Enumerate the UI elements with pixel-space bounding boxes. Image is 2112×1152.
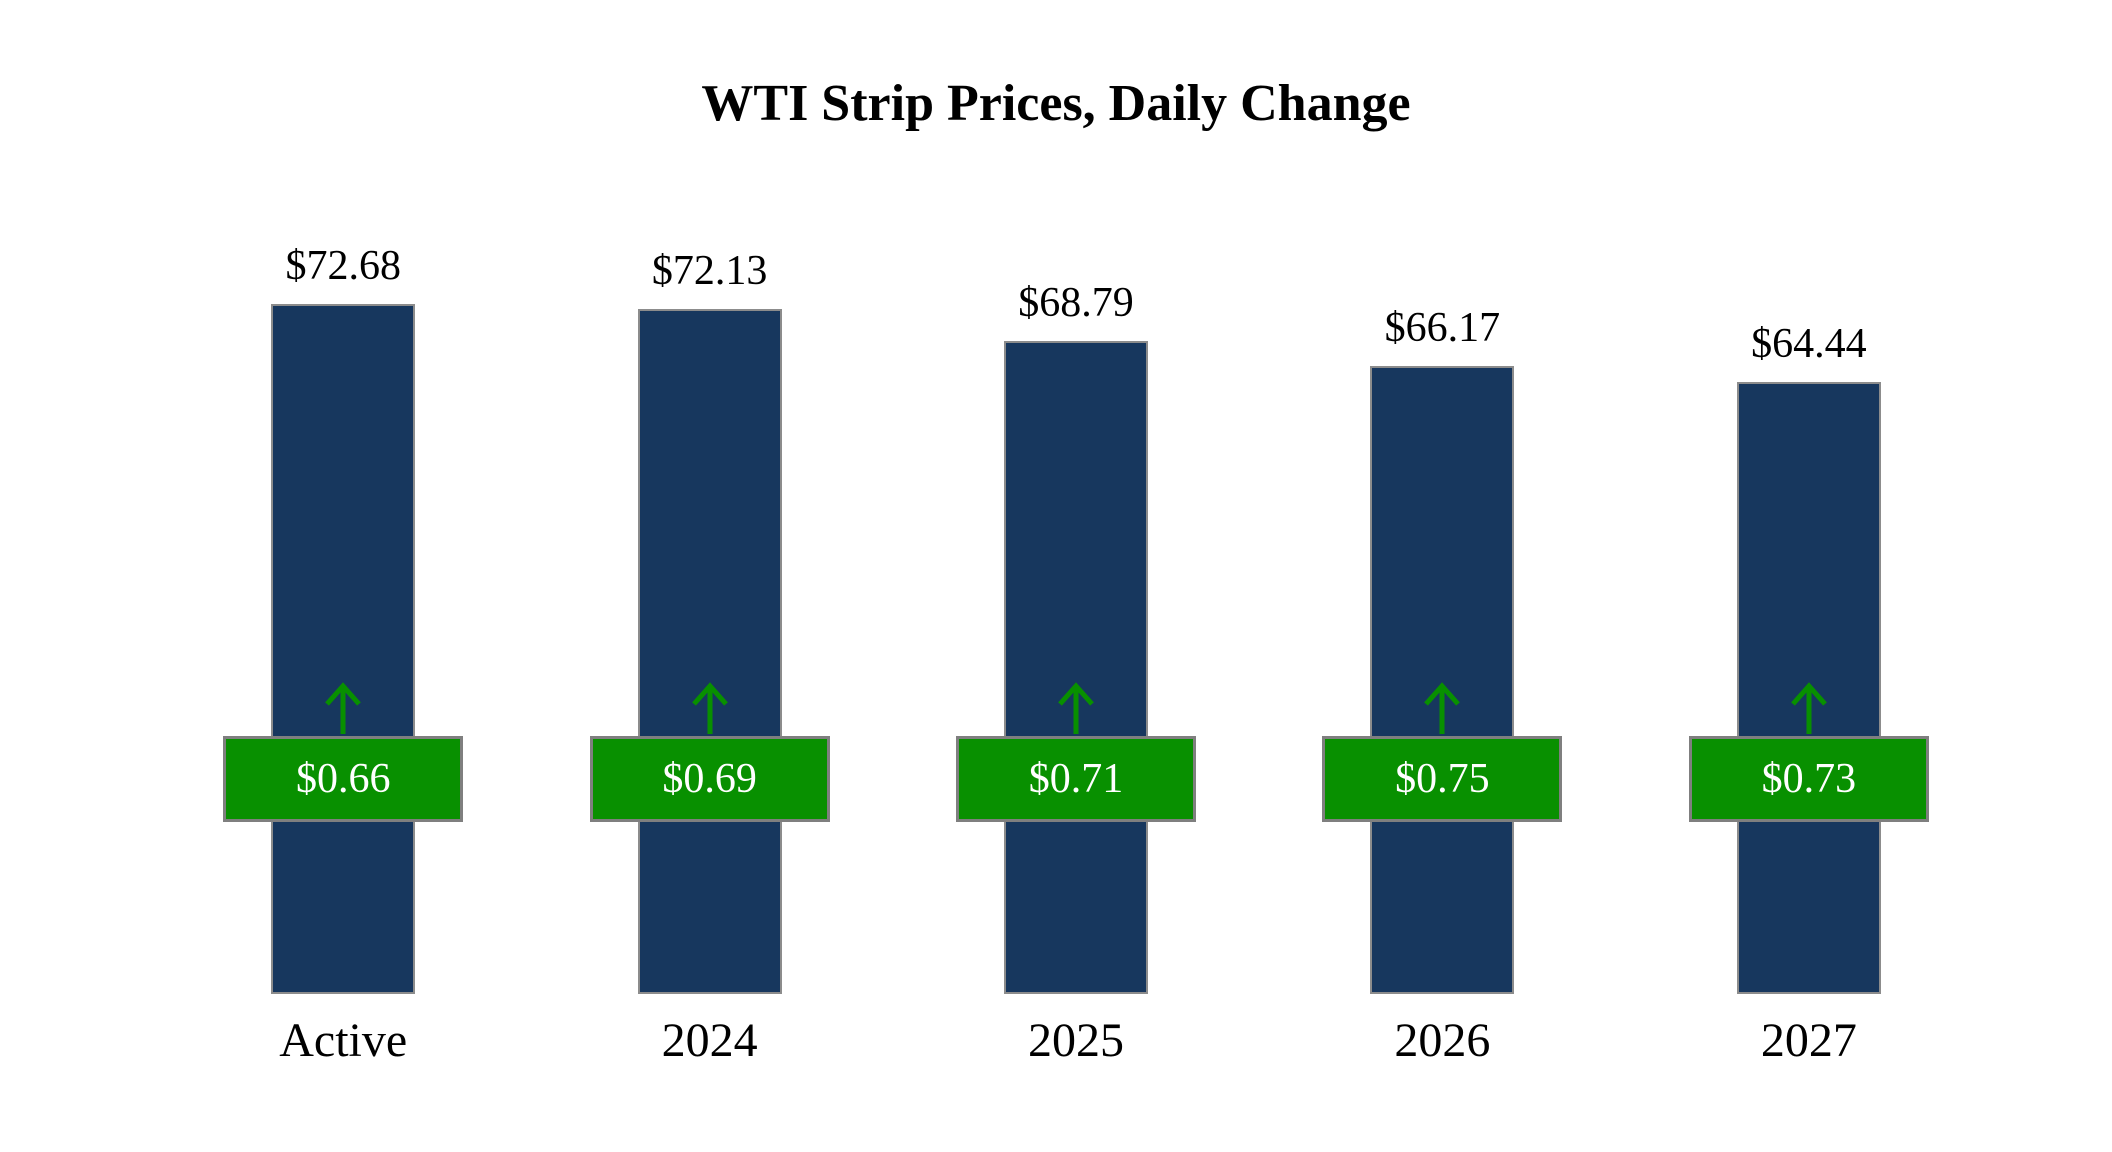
bar	[637, 309, 782, 994]
up-arrow-icon	[1424, 682, 1461, 734]
chart-title: WTI Strip Prices, Daily Change	[701, 75, 1411, 132]
up-arrow-icon	[691, 682, 728, 734]
up-arrow-icon	[325, 682, 362, 734]
category-label: 2024	[661, 1014, 758, 1067]
change-badge: $0.66	[223, 736, 464, 822]
price-label: $66.17	[1384, 305, 1501, 351]
bar-column-active: $72.68 $0.66 Active	[160, 160, 526, 1067]
bar	[1370, 366, 1515, 994]
bar-chart: $72.68 $0.66 Active $72.13 $0.69 2024 $6…	[160, 160, 1992, 1067]
bar-column-2027: $64.44 $0.73 2027	[1626, 160, 1992, 1067]
change-label: $0.69	[662, 756, 757, 802]
price-label: $72.13	[651, 248, 768, 294]
change-badge: $0.73	[1688, 736, 1929, 822]
change-label: $0.73	[1761, 756, 1857, 802]
change-label: $0.71	[1028, 756, 1124, 802]
category-label: 2025	[1028, 1014, 1125, 1067]
bar-columns: $72.68 $0.66 Active $72.13 $0.69 2024 $6…	[160, 160, 1992, 1067]
price-label: $72.68	[285, 243, 401, 289]
change-label: $0.75	[1395, 756, 1490, 802]
bar-column-2026: $66.17 $0.75 2026	[1259, 160, 1625, 1067]
change-label: $0.66	[295, 756, 391, 802]
change-badge: $0.69	[589, 736, 830, 822]
bar-column-2024: $72.13 $0.69 2024	[526, 160, 892, 1067]
price-label: $64.44	[1751, 321, 1867, 367]
up-arrow-icon	[1058, 682, 1094, 734]
change-badge: $0.71	[956, 736, 1197, 822]
category-label: 2026	[1394, 1014, 1491, 1067]
category-label: 2027	[1760, 1014, 1857, 1067]
category-label: Active	[279, 1014, 408, 1067]
up-arrow-icon	[1790, 682, 1827, 734]
change-badge: $0.75	[1322, 736, 1563, 822]
bar-column-2025: $68.79 $0.71 2025	[893, 160, 1259, 1067]
bar	[1004, 341, 1149, 994]
price-label: $68.79	[1018, 280, 1134, 326]
bar	[271, 304, 416, 994]
